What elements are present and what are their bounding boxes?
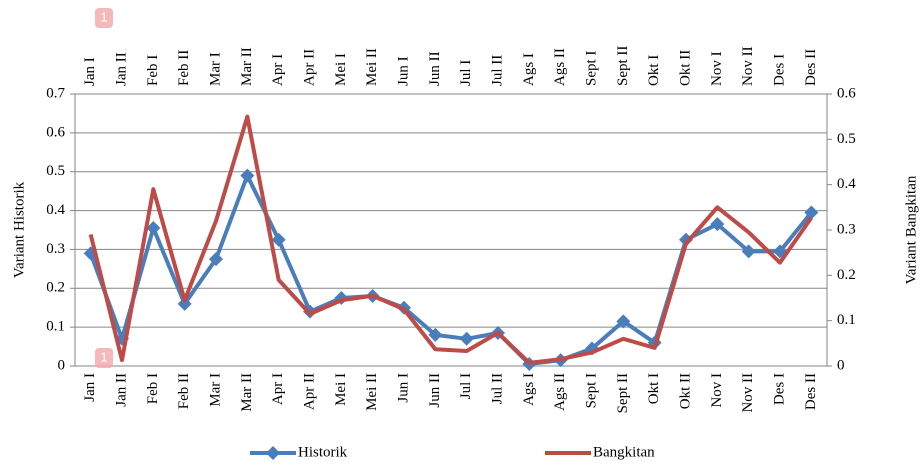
y2-tick-label: 0.2 (837, 267, 856, 283)
x-tick-label: Des I (771, 373, 787, 405)
x-tick-label-top: Mar I (207, 52, 223, 86)
y-tick-label: 0.4 (46, 202, 65, 218)
legend-label: Historik (298, 444, 348, 460)
y-tick-label: 0.3 (46, 241, 65, 257)
marker (741, 244, 756, 259)
marker (146, 221, 161, 236)
x-tick-label: Jan I (82, 373, 98, 402)
x-tick-label: Jul I (458, 373, 474, 399)
x-tick-label-top: Feb I (145, 55, 161, 86)
x-tick-label-top: Jan II (113, 52, 129, 86)
marker (616, 314, 631, 329)
x-tick-label-top: Sept II (615, 46, 631, 86)
x-tick-label: Nov I (709, 373, 725, 408)
marker (428, 327, 443, 342)
legend-label: Bangkitan (593, 444, 655, 460)
marker (459, 331, 474, 346)
marker (209, 252, 223, 267)
annotation: 1 (100, 9, 107, 24)
y2-tick-label: 0 (837, 357, 845, 373)
x-tick-label-top: Ags II (552, 48, 568, 86)
x-tick-label-top: Okt I (646, 55, 662, 86)
x-tick-label-top: Apr I (270, 54, 286, 86)
y2-tick-label: 0.5 (837, 131, 856, 147)
x-tick-label: Sept II (615, 373, 631, 413)
x-tick-label: Jun II (427, 373, 443, 408)
x-tick-label: Apr I (270, 373, 286, 405)
y-tick-label: 0.5 (46, 163, 65, 179)
x-tick-label-top: Mei I (333, 53, 349, 86)
x-tick-label: Des II (803, 373, 819, 410)
x-tick-label-top: Apr II (301, 49, 317, 86)
x-tick-label: Jul II (489, 373, 505, 404)
y2-tick-label: 0.3 (837, 221, 856, 237)
x-tick-label: Apr II (301, 373, 317, 410)
y2-tick-label: 0.4 (837, 176, 856, 192)
y2-tick-label: 0.6 (837, 85, 856, 101)
x-tick-label-top: Des I (771, 54, 787, 86)
x-tick-label-top: Mei II (364, 48, 380, 86)
y-tick-label: 0.6 (46, 124, 65, 140)
x-tick-label: Jan II (113, 373, 129, 407)
marker (679, 232, 693, 247)
x-tick-label-top: Ags I (521, 53, 537, 86)
x-tick-label: Nov II (740, 373, 756, 413)
x-tick-label: Sept I (583, 373, 599, 408)
marker (240, 168, 255, 183)
x-tick-label-top: Feb II (176, 50, 192, 86)
x-tick-label-top: Jan I (82, 57, 98, 86)
annotation: 1 (100, 349, 107, 364)
y2-axis-title: Variant Bangkitan (903, 175, 919, 284)
x-tick-label-top: Nov I (709, 51, 725, 86)
marker (710, 217, 725, 232)
x-tick-label-top: Jun I (395, 56, 411, 86)
x-tick-label-top: Okt II (677, 50, 693, 86)
x-tick-label-top: Jul I (458, 60, 474, 86)
series-line (88, 114, 813, 365)
x-tick-label: Feb II (176, 373, 192, 409)
marker (804, 205, 819, 220)
x-tick-label: Mar II (239, 373, 255, 412)
legend-marker (266, 446, 280, 460)
x-tick-label-top: Sept I (583, 51, 599, 86)
x-tick-label: Okt II (677, 373, 693, 409)
y2-tick-label: 0.1 (837, 312, 856, 328)
annotation-badge (95, 348, 113, 368)
x-tick-label: Okt I (646, 373, 662, 404)
x-tick-label-top: Des II (803, 49, 819, 86)
annotation-badge (95, 8, 113, 28)
x-tick-label-top: Nov II (740, 46, 756, 86)
y-axis-title: Variant Historik (11, 181, 27, 278)
x-tick-label: Mar I (207, 373, 223, 407)
x-tick-label: Mei II (364, 373, 380, 411)
x-tick-label-top: Jun II (427, 51, 443, 86)
marker (271, 232, 286, 247)
y-tick-label: 0.7 (46, 85, 65, 101)
y-tick-label: 0.1 (46, 319, 65, 335)
y-tick-label: 0 (58, 357, 66, 373)
x-tick-label: Ags II (552, 373, 568, 411)
x-tick-label-top: Mar II (239, 47, 255, 86)
marker (177, 296, 192, 311)
x-tick-label: Ags I (521, 373, 537, 406)
y-tick-label: 0.2 (46, 280, 65, 296)
x-tick-label: Feb I (145, 373, 161, 404)
x-tick-label-top: Jul II (489, 55, 505, 86)
x-tick-label: Mei I (333, 373, 349, 406)
x-tick-label: Jun I (395, 373, 411, 403)
